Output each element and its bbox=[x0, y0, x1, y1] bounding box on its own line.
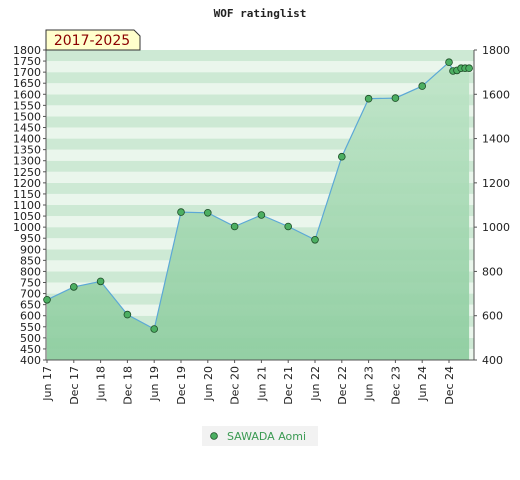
background-band bbox=[46, 61, 474, 73]
background-band bbox=[46, 83, 474, 95]
background-band bbox=[46, 127, 474, 139]
left-tick-label: 1350 bbox=[13, 144, 41, 157]
x-tick-label: Dec 22 bbox=[336, 366, 349, 405]
data-point[interactable] bbox=[391, 94, 400, 102]
data-point[interactable] bbox=[284, 222, 293, 231]
left-tick-label: 800 bbox=[20, 265, 41, 278]
legend-marker bbox=[210, 432, 218, 440]
background-band bbox=[46, 205, 474, 217]
background-band bbox=[46, 182, 474, 194]
data-point[interactable] bbox=[445, 58, 453, 66]
left-tick-label: 900 bbox=[20, 243, 41, 256]
right-tick-label: 600 bbox=[482, 310, 503, 323]
right-tick-label: 400 bbox=[482, 354, 503, 367]
data-point[interactable] bbox=[418, 82, 427, 90]
data-point[interactable] bbox=[70, 283, 78, 291]
right-tick-label: 1600 bbox=[482, 88, 510, 101]
left-tick-label: 950 bbox=[20, 232, 41, 245]
left-tick-label: 650 bbox=[20, 299, 41, 312]
background-band bbox=[46, 116, 474, 128]
data-point[interactable] bbox=[123, 310, 132, 319]
x-tick-label: Dec 17 bbox=[68, 366, 81, 405]
x-tick-label: Jun 22 bbox=[309, 366, 322, 402]
background-band bbox=[46, 149, 474, 161]
left-tick-label: 1600 bbox=[13, 88, 41, 101]
left-tick-label: 400 bbox=[20, 354, 41, 367]
x-tick-label: Dec 23 bbox=[389, 366, 402, 405]
x-tick-label: Dec 18 bbox=[121, 366, 134, 405]
x-tick-label: Jun 24 bbox=[416, 366, 429, 402]
background-band bbox=[46, 105, 474, 117]
data-point[interactable] bbox=[43, 295, 51, 304]
left-tick-label: 1750 bbox=[13, 55, 41, 68]
data-point[interactable] bbox=[177, 208, 185, 216]
right-tick-label: 1800 bbox=[482, 44, 510, 57]
data-point[interactable] bbox=[204, 209, 212, 217]
left-tick-label: 1300 bbox=[13, 155, 41, 168]
background-band bbox=[46, 171, 474, 183]
x-tick-label: Jun 17 bbox=[41, 366, 54, 402]
left-tick-label: 1700 bbox=[13, 66, 41, 79]
background-band bbox=[46, 50, 474, 62]
left-tick-label: 450 bbox=[20, 343, 41, 356]
left-tick-label: 1100 bbox=[13, 199, 41, 212]
left-tick-label: 1200 bbox=[13, 177, 41, 190]
background-band bbox=[46, 72, 474, 84]
left-tick-label: 1800 bbox=[13, 44, 41, 57]
left-axis-ticks: 4004505005506006507007508008509009501000… bbox=[13, 44, 46, 367]
left-tick-label: 550 bbox=[20, 321, 41, 334]
period-badge-text: 2017-2025 bbox=[54, 33, 130, 49]
right-tick-label: 1200 bbox=[482, 177, 510, 190]
left-tick-label: 750 bbox=[20, 277, 41, 290]
x-tick-label: Dec 19 bbox=[175, 366, 188, 405]
x-tick-label: Jun 18 bbox=[95, 366, 108, 402]
background-band bbox=[46, 193, 474, 205]
left-tick-label: 1650 bbox=[13, 77, 41, 90]
data-point[interactable] bbox=[364, 94, 373, 103]
x-tick-label: Jun 23 bbox=[363, 366, 376, 402]
series-area bbox=[47, 62, 470, 360]
right-tick-label: 1400 bbox=[482, 133, 510, 146]
left-tick-label: 700 bbox=[20, 288, 41, 301]
left-tick-label: 850 bbox=[20, 254, 41, 267]
left-tick-label: 1000 bbox=[13, 221, 41, 234]
x-tick-label: Dec 24 bbox=[443, 366, 456, 405]
data-point[interactable] bbox=[311, 236, 319, 244]
data-point[interactable] bbox=[337, 152, 346, 161]
x-tick-label: Dec 21 bbox=[282, 366, 295, 405]
right-axis-ticks: 400 600 800 1000 1200 1400 1600 1800 bbox=[474, 44, 510, 367]
right-tick-label: 1000 bbox=[482, 221, 510, 234]
left-tick-label: 1250 bbox=[13, 166, 41, 179]
x-tick-label: Dec 20 bbox=[229, 366, 242, 405]
data-point[interactable] bbox=[96, 277, 105, 286]
x-tick-label: Jun 21 bbox=[255, 366, 268, 402]
background-band bbox=[46, 138, 474, 150]
left-tick-label: 1500 bbox=[13, 110, 41, 123]
left-tick-label: 1550 bbox=[13, 99, 41, 112]
data-point[interactable] bbox=[230, 222, 239, 231]
left-tick-label: 600 bbox=[20, 310, 41, 323]
left-tick-label: 1400 bbox=[13, 133, 41, 146]
period-badge: 2017-2025 bbox=[45, 29, 141, 51]
x-axis-ticks: Jun 17 Dec 17 Jun 18 Dec 18 Jun 19 Dec 19 Jun … bbox=[41, 360, 456, 405]
data-point[interactable] bbox=[465, 64, 473, 72]
data-point[interactable] bbox=[257, 211, 266, 219]
right-tick-label: 800 bbox=[482, 265, 503, 278]
background-band bbox=[46, 94, 474, 106]
left-tick-label: 500 bbox=[20, 332, 41, 345]
x-tick-label: Jun 20 bbox=[202, 366, 215, 402]
legend-label: SAWADA Aomi bbox=[227, 430, 306, 443]
x-tick-label: Jun 19 bbox=[148, 366, 161, 402]
left-tick-label: 1150 bbox=[13, 188, 41, 201]
legend[interactable]: SAWADA Aomi bbox=[202, 426, 318, 446]
left-tick-label: 1050 bbox=[13, 210, 41, 223]
background-band bbox=[46, 160, 474, 172]
data-point[interactable] bbox=[150, 325, 159, 333]
left-tick-label: 1450 bbox=[13, 122, 41, 135]
chart-title: WOF ratinglist bbox=[214, 7, 307, 20]
series-markers bbox=[43, 58, 473, 333]
